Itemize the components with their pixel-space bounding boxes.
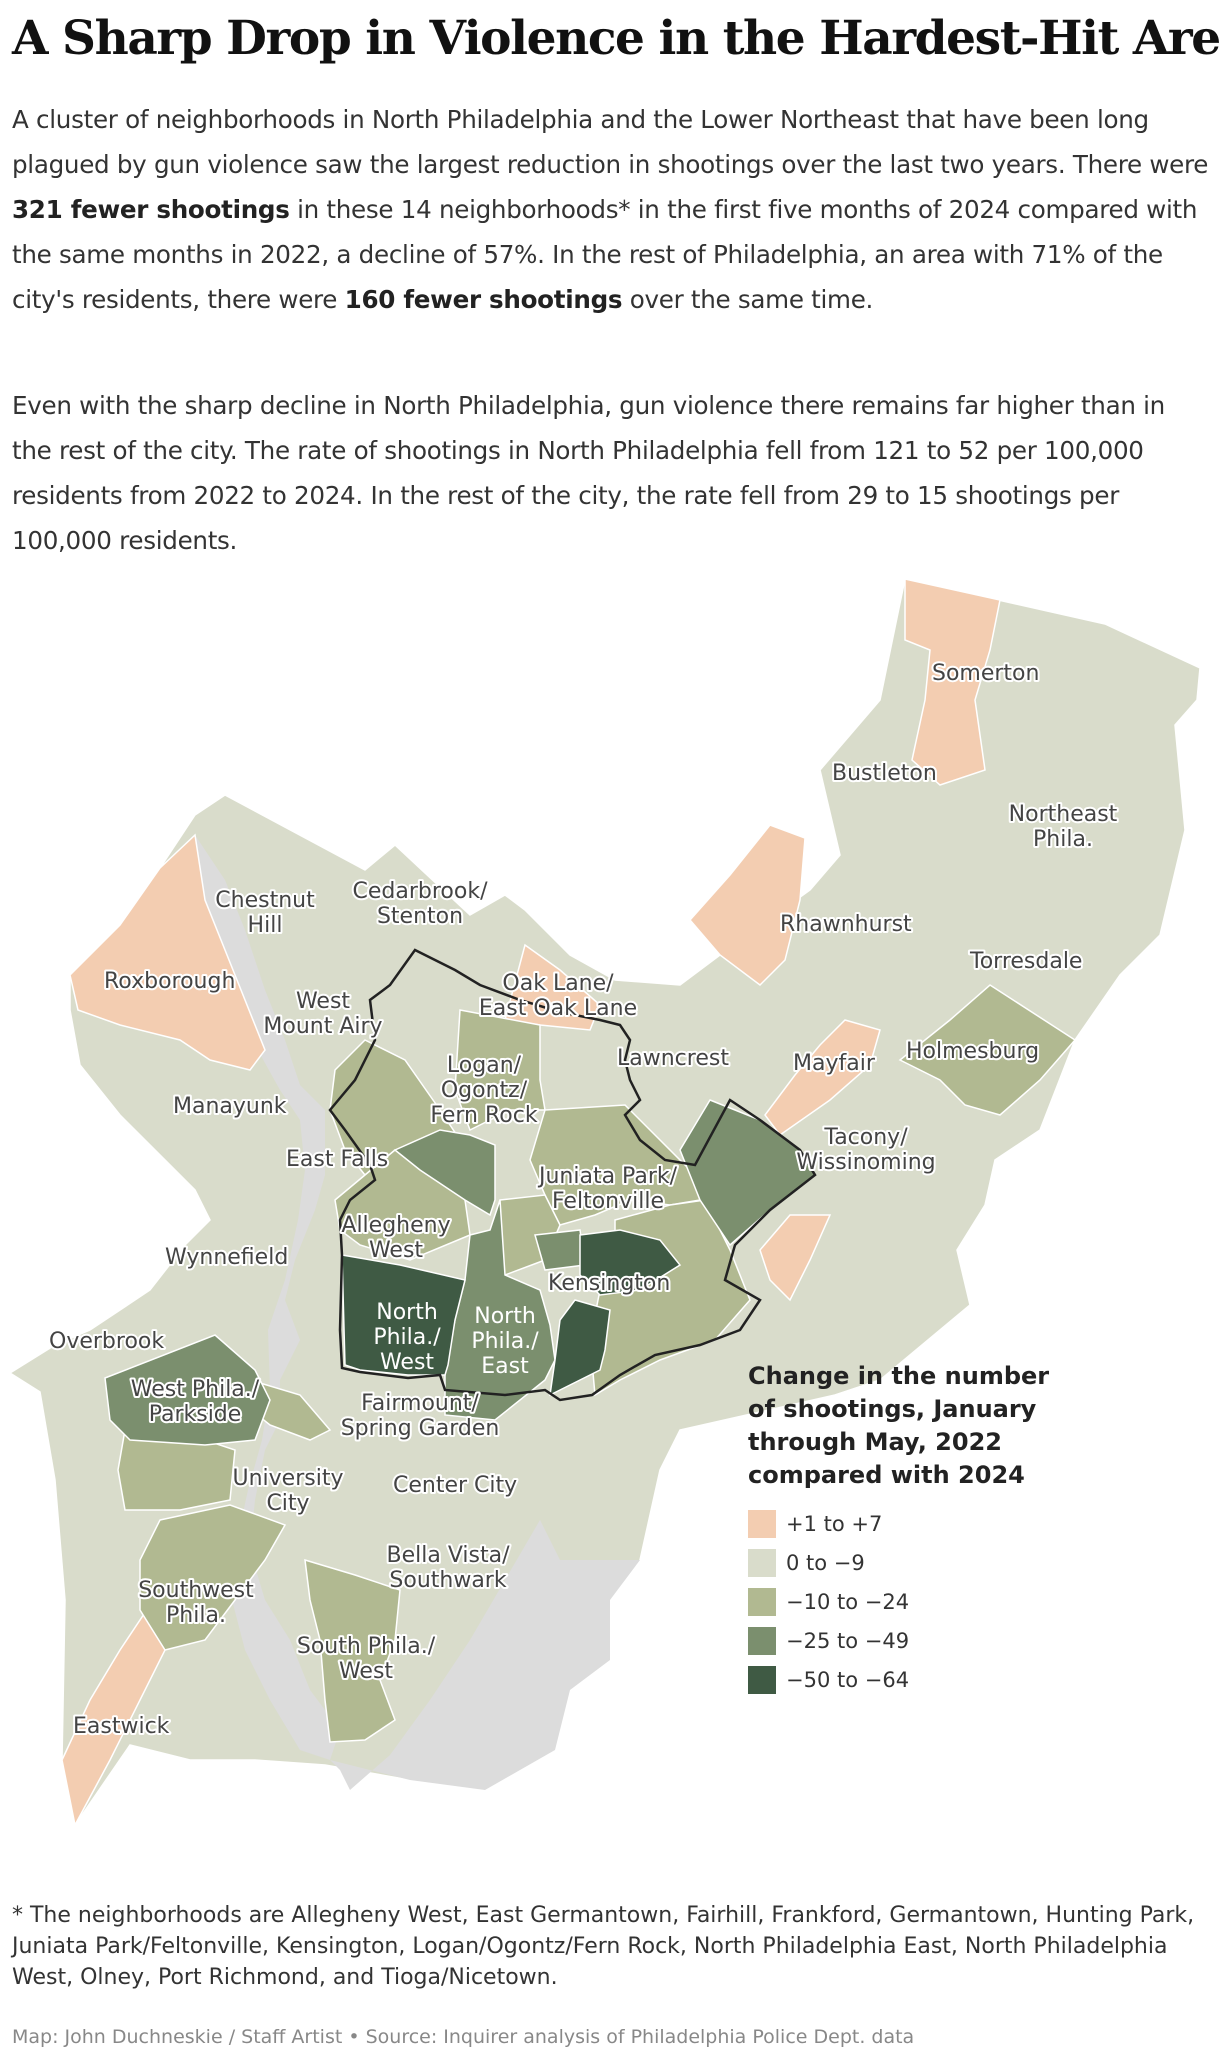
label-bustleton: Bustleton bbox=[832, 761, 937, 786]
label-south-phila-west: South Phila./West bbox=[297, 1634, 436, 1684]
label-bella-vista: Bella Vista/Southwark bbox=[387, 1543, 511, 1593]
region-kensington-south bbox=[549, 1299, 611, 1397]
region-kensington bbox=[579, 1229, 682, 1296]
region-west-phila-parkside bbox=[104, 1334, 271, 1446]
legend-label: −10 to −24 bbox=[786, 1589, 910, 1614]
map-legend: Change in the number of shootings, Janua… bbox=[748, 1360, 1068, 1699]
legend-item: −50 to −64 bbox=[748, 1660, 1068, 1699]
legend-swatch bbox=[748, 1587, 776, 1616]
region-eastwick bbox=[61, 1603, 171, 1828]
region-holmesburg bbox=[898, 984, 1077, 1116]
label-wynnefield: Wynnefield bbox=[165, 1245, 288, 1270]
legend-label: +1 to +7 bbox=[786, 1511, 883, 1536]
label-somerton: Somerton bbox=[932, 661, 1039, 686]
legend-label: −25 to −49 bbox=[786, 1628, 910, 1653]
headline: A Sharp Drop in Violence in the Hardest-… bbox=[12, 11, 1220, 66]
region-tacony-south bbox=[759, 1214, 832, 1302]
legend-title: Change in the number of shootings, Janua… bbox=[748, 1362, 1050, 1489]
credit-line: Map: John Duchneskie / Staff Artist • So… bbox=[12, 2026, 915, 2048]
intro-paragraph-1: A cluster of neighborhoods in North Phil… bbox=[12, 97, 1210, 322]
label-center-city: Center City bbox=[393, 1473, 517, 1498]
intro-highlight: 160 fewer shootings bbox=[344, 285, 623, 314]
label-torresdale: Torresdale bbox=[969, 949, 1082, 974]
region-hunting-park bbox=[393, 1129, 496, 1217]
label-west-mt-airy: West Mount Airy bbox=[263, 989, 382, 1039]
legend-item: 0 to −9 bbox=[748, 1543, 1068, 1582]
region-rhawnhurst bbox=[689, 824, 806, 986]
highlight-outline bbox=[328, 948, 817, 1402]
label-oak-lane: Oak Lane/East Oak Lane bbox=[479, 971, 637, 1021]
label-east-falls: East Falls bbox=[286, 1147, 388, 1172]
label-cedarbrook: Cedarbrook/Stenton bbox=[353, 879, 489, 929]
label-overbrook: Overbrook bbox=[49, 1329, 164, 1354]
label-chestnut-hill: Chestnut Hill bbox=[215, 888, 315, 938]
river bbox=[330, 1520, 640, 1790]
legend-label: −50 to −64 bbox=[786, 1667, 910, 1692]
label-rhawnhurst: Rhawnhurst bbox=[780, 912, 912, 937]
region-southwest bbox=[139, 1504, 287, 1651]
label-southwest: Southwest Phila. bbox=[138, 1578, 254, 1628]
river bbox=[180, 835, 340, 1760]
legend-item: −10 to −24 bbox=[748, 1582, 1068, 1621]
region-somerton bbox=[904, 578, 1001, 786]
region-roxborough bbox=[69, 833, 266, 1071]
intro-text: A cluster of neighborhoods in North Phil… bbox=[12, 105, 1209, 179]
label-west-phila: West Phila./Parkside bbox=[131, 1377, 260, 1427]
label-eastwick: Eastwick bbox=[73, 1714, 170, 1739]
neighborhood-map: Somerton Bustleton Northeast Phila. Chest… bbox=[8, 578, 1201, 1828]
label-lawncrest: Lawncrest bbox=[617, 1046, 729, 1071]
label-kensington: Kensington bbox=[548, 1271, 670, 1296]
legend-item: +1 to +7 bbox=[748, 1504, 1068, 1543]
label-north-phila-west: North Phila./West bbox=[373, 1300, 441, 1375]
intro-text: in these 14 neighborhoods* in the first … bbox=[12, 195, 1198, 314]
region-logan bbox=[454, 1009, 546, 1132]
label-mayfair: Mayfair bbox=[793, 1051, 876, 1076]
region-north-phila-west bbox=[341, 1254, 466, 1376]
region-juniata bbox=[529, 1104, 701, 1226]
label-manayunk: Manayunk bbox=[173, 1094, 287, 1119]
label-holmesburg: Holmesburg bbox=[906, 1039, 1039, 1064]
label-logan: Logan/Ogontz/Fern Rock bbox=[430, 1053, 537, 1128]
label-northeast: Northeast Phila. bbox=[1009, 802, 1118, 852]
intro-paragraph-2: Even with the sharp decline in North Phi… bbox=[12, 391, 1165, 555]
legend-swatch bbox=[748, 1509, 776, 1538]
label-tacony: Tacony/Wissinoming bbox=[796, 1125, 935, 1175]
label-university: University City bbox=[233, 1466, 344, 1516]
label-roxborough: Roxborough bbox=[104, 969, 235, 994]
legend-item: −25 to −49 bbox=[748, 1621, 1068, 1660]
intro-highlight: 321 fewer shootings bbox=[12, 195, 290, 224]
footnote: * The neighborhoods are Allegheny West, … bbox=[12, 1903, 1195, 1990]
legend-swatch bbox=[748, 1665, 776, 1694]
legend-swatch bbox=[748, 1626, 776, 1655]
label-juniata: Juniata Park/Feltonville bbox=[537, 1164, 678, 1214]
label-fairmount: Fairmount/Spring Garden bbox=[341, 1391, 500, 1441]
label-allegheny: Allegheny West bbox=[341, 1213, 450, 1263]
legend-label: 0 to −9 bbox=[786, 1550, 865, 1575]
legend-swatch bbox=[748, 1548, 776, 1577]
label-north-phila-east: North Phila./East bbox=[471, 1304, 539, 1379]
region-south-phila-west bbox=[304, 1558, 401, 1743]
intro-text: over the same time. bbox=[622, 285, 874, 314]
